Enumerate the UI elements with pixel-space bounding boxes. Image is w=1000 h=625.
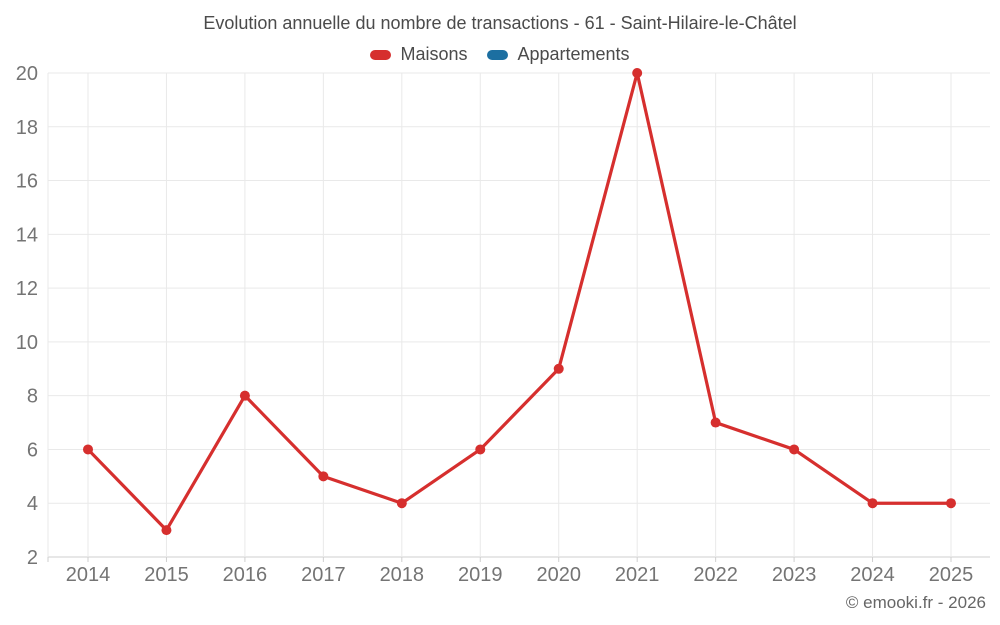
- x-tick-label: 2025: [929, 564, 974, 586]
- data-point: [867, 498, 878, 509]
- data-point: [396, 498, 407, 509]
- y-tick-label: 20: [16, 63, 38, 85]
- y-tick-label: 16: [16, 171, 38, 193]
- footer-credit: © emooki.fr - 2026: [845, 593, 986, 612]
- x-tick-label: 2022: [693, 564, 738, 586]
- y-tick-label: 2: [27, 547, 38, 569]
- y-tick-label: 6: [27, 439, 38, 461]
- data-point: [789, 444, 800, 455]
- x-tick-label: 2019: [458, 564, 503, 586]
- legend-label: Appartements: [517, 44, 630, 64]
- y-tick-label: 10: [16, 332, 38, 354]
- x-tick-label: 2015: [144, 564, 189, 586]
- x-tick-label: 2018: [380, 564, 425, 586]
- legend-item-maisons[interactable]: Maisons: [370, 44, 467, 65]
- y-tick-label: 8: [27, 386, 38, 408]
- y-tick-label: 14: [16, 224, 38, 246]
- data-point: [710, 417, 721, 428]
- x-tick-label: 2017: [301, 564, 346, 586]
- data-point: [553, 363, 564, 374]
- legend-label: Maisons: [400, 44, 468, 64]
- x-tick-label: 2024: [850, 564, 895, 586]
- series-line: [86, 71, 953, 532]
- axis-labels: 2 4 6 8 10 12 14 16 18 20 2014 2015 2016 2017 2018 2019…: [16, 63, 974, 586]
- data-point: [239, 390, 250, 401]
- x-tick-label: 2021: [615, 564, 660, 586]
- data-point: [475, 444, 486, 455]
- y-tick-label: 18: [16, 117, 38, 139]
- data-point: [318, 471, 329, 482]
- x-tick-label: 2014: [66, 564, 111, 586]
- legend-swatch-appartements: [487, 49, 509, 60]
- data-point: [161, 525, 172, 536]
- axis-ticks: [47, 557, 952, 562]
- y-tick-label: 4: [27, 493, 38, 515]
- data-point: [632, 68, 643, 78]
- x-tick-label: 2023: [772, 564, 817, 586]
- series-maisons: [83, 68, 956, 536]
- legend: Maisons Appartements: [0, 44, 1000, 65]
- y-tick-label: 12: [16, 278, 38, 300]
- x-tick-label: 2020: [536, 564, 581, 586]
- data-point: [83, 444, 93, 455]
- legend-swatch-maisons: [370, 49, 392, 60]
- chart-title: Evolution annuelle du nombre de transact…: [203, 13, 797, 33]
- data-point: [946, 498, 956, 509]
- x-tick-label: 2016: [223, 564, 268, 586]
- gridlines: [47, 72, 990, 558]
- legend-item-appartements[interactable]: Appartements: [487, 44, 630, 65]
